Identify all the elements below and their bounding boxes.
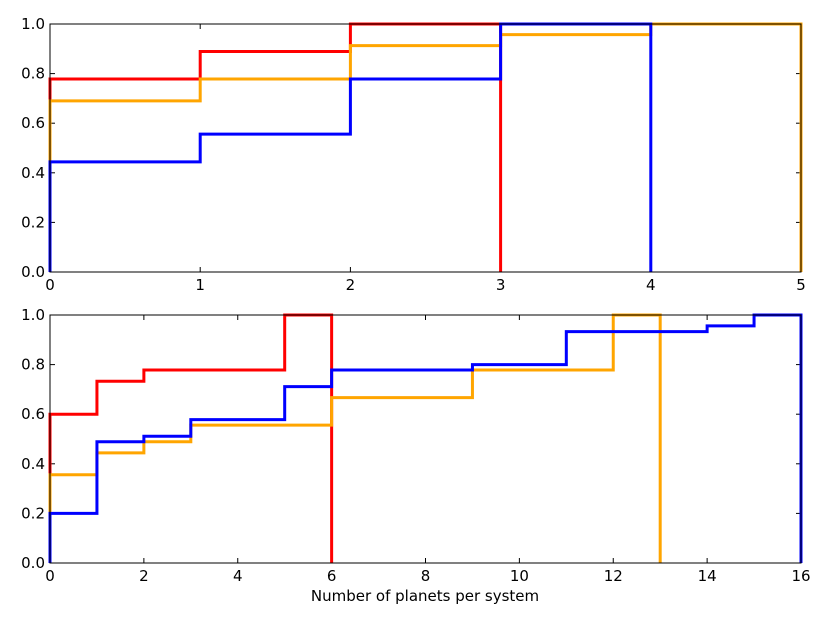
top-panel-series-0-line xyxy=(48,22,503,272)
bottom-panel-ticks xyxy=(49,314,802,564)
bottom-panel-x-tick-label: 16 xyxy=(791,567,810,585)
bottom-panel-x-axis-label: Number of planets per system xyxy=(311,587,539,605)
top-panel-tick-labels: 0 1 2 3 4 5 0.0 0.2 0.4 0.6 0.8 1.0 xyxy=(21,15,806,294)
bottom-panel-x-tick-label: 6 xyxy=(327,567,337,585)
bottom-panel-series-1-line xyxy=(48,313,662,563)
bottom-panel-x-tick-label: 4 xyxy=(233,567,243,585)
top-panel-y-tick-label: 0.2 xyxy=(21,213,45,231)
top-panel-y-tick-label: 0.6 xyxy=(21,114,45,132)
bottom-panel-x-tick-label: 0 xyxy=(45,567,55,585)
bottom-panel-y-tick-label: 1.0 xyxy=(21,306,45,324)
top-panel-y-tick-label: 1.0 xyxy=(21,15,45,33)
bottom-panel-y-tick-label: 0.2 xyxy=(21,504,45,522)
bottom-panel-frame xyxy=(49,314,802,564)
top-panel-y-tick-label: 0.4 xyxy=(21,164,45,182)
bottom-panel-x-tick-label: 10 xyxy=(510,567,529,585)
top-panel-x-tick-label: 0 xyxy=(45,276,55,294)
top-panel-y-tick-label: 0.0 xyxy=(21,263,45,281)
bottom-panel: 0 2 4 6 8 10 12 14 16 0.0 0.2 0.4 0.6 0.8 1.0 xyxy=(21,306,810,585)
top-panel-x-tick-label: 4 xyxy=(646,276,656,294)
bottom-panel-y-tick-label: 0.6 xyxy=(21,405,45,423)
bottom-panel-x-tick-label: 8 xyxy=(421,567,431,585)
top-panel-x-tick-label: 5 xyxy=(796,276,806,294)
bottom-panel-x-tick-label: 2 xyxy=(139,567,149,585)
top-panel-frame xyxy=(49,23,802,273)
top-panel-series xyxy=(48,22,803,272)
bottom-panel-series-2-line xyxy=(48,313,803,563)
bottom-panel-x-tick-label: 12 xyxy=(604,567,623,585)
top-panel-x-tick-label: 3 xyxy=(496,276,506,294)
bottom-panel-y-tick-label: 0.8 xyxy=(21,356,45,374)
top-panel-x-tick-label: 1 xyxy=(195,276,205,294)
top-panel-ticks xyxy=(49,23,802,273)
bottom-panel-series xyxy=(48,313,803,563)
top-panel-x-tick-label: 2 xyxy=(346,276,356,294)
bottom-panel-x-tick-label: 14 xyxy=(698,567,717,585)
bottom-panel-tick-labels: 0 2 4 6 8 10 12 14 16 0.0 0.2 0.4 0.6 0.8 1.0 xyxy=(21,306,810,585)
top-panel-y-tick-label: 0.8 xyxy=(21,65,45,83)
bottom-panel-y-tick-label: 0.4 xyxy=(21,455,45,473)
top-panel: 0 1 2 3 4 5 0.0 0.2 0.4 0.6 0.8 1.0 xyxy=(21,15,806,294)
bottom-panel-y-tick-label: 0.0 xyxy=(21,554,45,572)
top-panel-series-1-line xyxy=(48,22,803,272)
